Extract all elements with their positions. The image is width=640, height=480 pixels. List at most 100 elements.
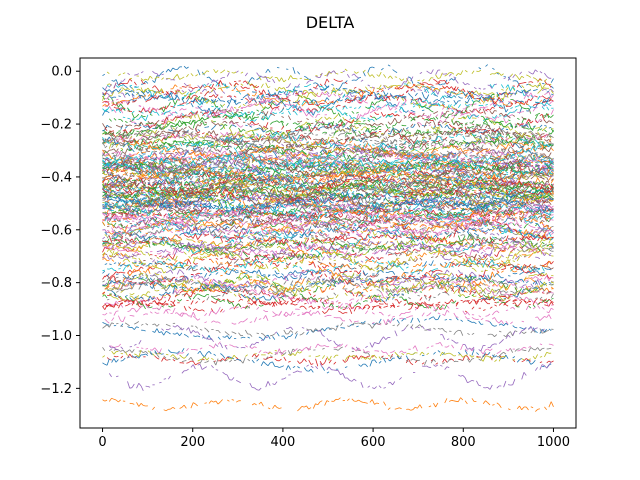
- series-segment: [470, 127, 472, 128]
- series-segment: [501, 123, 503, 127]
- series-segment: [182, 93, 184, 94]
- series-segment: [173, 334, 175, 335]
- series-segment: [182, 90, 184, 92]
- series-segment: [180, 92, 182, 95]
- series-segment: [504, 221, 506, 223]
- series-segment: [214, 401, 216, 402]
- series-segment: [338, 268, 340, 273]
- series-segment: [424, 203, 426, 204]
- series-segment: [114, 356, 116, 357]
- series-segment: [273, 405, 275, 409]
- series-segment: [186, 259, 188, 266]
- series-segment: [429, 318, 431, 319]
- series-segment: [501, 89, 503, 90]
- series-segment: [295, 271, 297, 274]
- series-segment: [211, 279, 213, 283]
- series-segment: [476, 95, 478, 96]
- series-segment: [350, 324, 352, 326]
- series-segment: [331, 301, 333, 302]
- series-segment: [114, 399, 116, 400]
- series-segment: [343, 117, 345, 120]
- series-segment: [268, 198, 270, 201]
- series-segment: [368, 120, 370, 121]
- series-segment: [429, 202, 431, 203]
- series-segment: [270, 145, 272, 147]
- series-segment: [227, 219, 229, 221]
- series-segment: [275, 405, 277, 407]
- series-segment: [193, 361, 195, 365]
- series-segment: [307, 229, 309, 230]
- series-segment: [508, 147, 510, 150]
- series-segment: [520, 406, 522, 410]
- series-segment: [316, 404, 318, 405]
- series-segment: [463, 157, 465, 159]
- series-segment: [486, 142, 488, 144]
- series-segment: [388, 254, 390, 255]
- series-segment: [492, 325, 494, 326]
- series-segment: [510, 250, 512, 252]
- series-segment: [508, 409, 510, 410]
- series-segment: [175, 225, 177, 226]
- series-segment: [304, 406, 306, 407]
- series-segment: [424, 132, 426, 133]
- series-segment: [384, 267, 386, 270]
- series-segment: [393, 70, 395, 72]
- series-segment: [250, 290, 252, 292]
- series-segment: [268, 259, 270, 261]
- series-segment: [166, 172, 168, 174]
- series-segment: [431, 87, 433, 88]
- series-segment: [352, 399, 354, 401]
- series-segment: [381, 292, 383, 297]
- series-segment: [103, 322, 105, 323]
- series-segment: [467, 208, 469, 209]
- series-segment: [164, 331, 166, 335]
- series-segment: [544, 268, 546, 269]
- series-segment: [184, 215, 186, 217]
- series-segment: [413, 407, 415, 409]
- series-segment: [159, 191, 161, 192]
- series-segment: [322, 209, 324, 212]
- series-segment: [202, 89, 204, 92]
- series-segment: [318, 84, 320, 87]
- series-segment: [533, 170, 535, 172]
- series-segment: [193, 336, 195, 337]
- series-segment: [266, 294, 268, 295]
- series-line: [103, 112, 552, 140]
- series-segment: [171, 68, 173, 72]
- series-segment: [143, 330, 145, 331]
- series-segment: [540, 362, 542, 363]
- series-segment: [499, 285, 501, 287]
- series-segment: [438, 315, 440, 319]
- series-line: [103, 65, 554, 90]
- series-segment: [105, 264, 107, 265]
- series-segment: [180, 120, 182, 124]
- series-segment: [177, 333, 179, 336]
- series-segment: [483, 401, 485, 404]
- series-segment: [186, 135, 188, 136]
- series-segment: [524, 187, 526, 190]
- series-segment: [495, 284, 497, 286]
- series-segment: [334, 399, 336, 401]
- series-segment: [372, 257, 374, 260]
- series-segment: [157, 329, 159, 333]
- series-segment: [431, 257, 433, 258]
- series-segment: [365, 257, 367, 259]
- series-segment: [438, 128, 440, 130]
- series-segment: [465, 123, 467, 125]
- series-segment: [173, 128, 175, 130]
- series-segment: [191, 89, 193, 92]
- series-segment: [547, 150, 549, 152]
- series-segment: [209, 77, 211, 80]
- series-segment: [356, 78, 358, 80]
- series-segment: [275, 271, 277, 274]
- series-segment: [116, 80, 118, 86]
- series-segment: [166, 125, 168, 127]
- series-segment: [225, 224, 227, 225]
- series-segment: [118, 272, 120, 273]
- series-segment: [225, 148, 227, 150]
- series-segment: [408, 77, 410, 78]
- series-segment: [180, 210, 182, 212]
- series-segment: [406, 176, 408, 177]
- series-segment: [510, 128, 512, 130]
- series-segment: [488, 94, 490, 95]
